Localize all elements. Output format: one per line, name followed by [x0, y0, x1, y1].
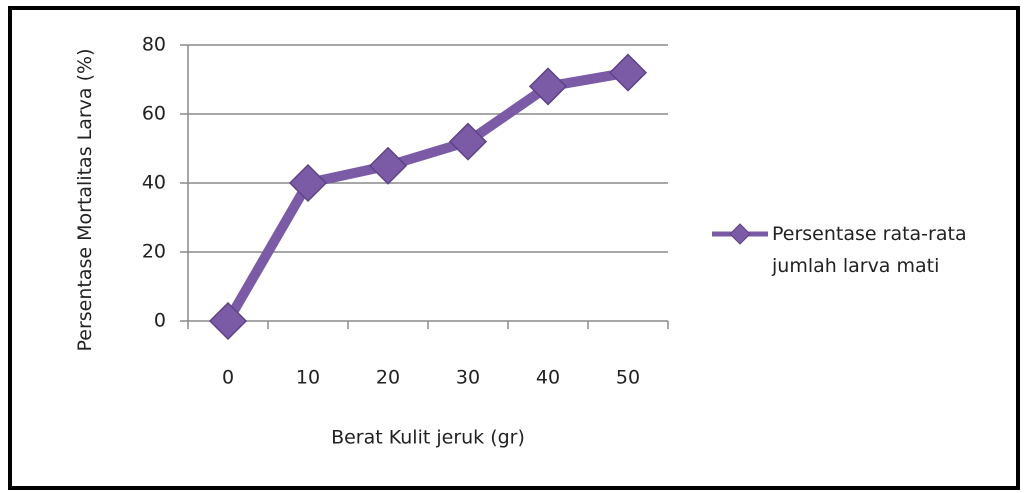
x-tick-label: 20	[376, 367, 400, 389]
marker	[368, 146, 408, 185]
marker	[288, 163, 328, 203]
marker	[608, 53, 648, 92]
marker	[448, 122, 488, 161]
marker	[208, 301, 248, 341]
legend-marker	[729, 223, 751, 245]
y-tick-label: 20	[142, 241, 166, 263]
y-tick-label: 60	[142, 103, 166, 125]
y-tick-label: 0	[154, 310, 166, 332]
legend-label: Persentase rata-rata jumlah larva mati	[772, 223, 967, 277]
chart-border	[8, 6, 1020, 490]
x-axis-label: Berat Kulit jeruk (gr)	[331, 427, 525, 449]
marker	[528, 67, 568, 106]
y-tick-label: 80	[142, 34, 166, 56]
x-tick-label: 50	[616, 367, 640, 389]
x-tick-label: 30	[456, 367, 480, 389]
y-tick-label: 40	[142, 172, 166, 194]
x-tick-label: 40	[536, 367, 560, 389]
y-axis-label: Persentase Mortalitas Larva (%)	[74, 48, 96, 352]
x-tick-label: 0	[222, 367, 234, 389]
x-tick-label: 10	[296, 367, 320, 389]
